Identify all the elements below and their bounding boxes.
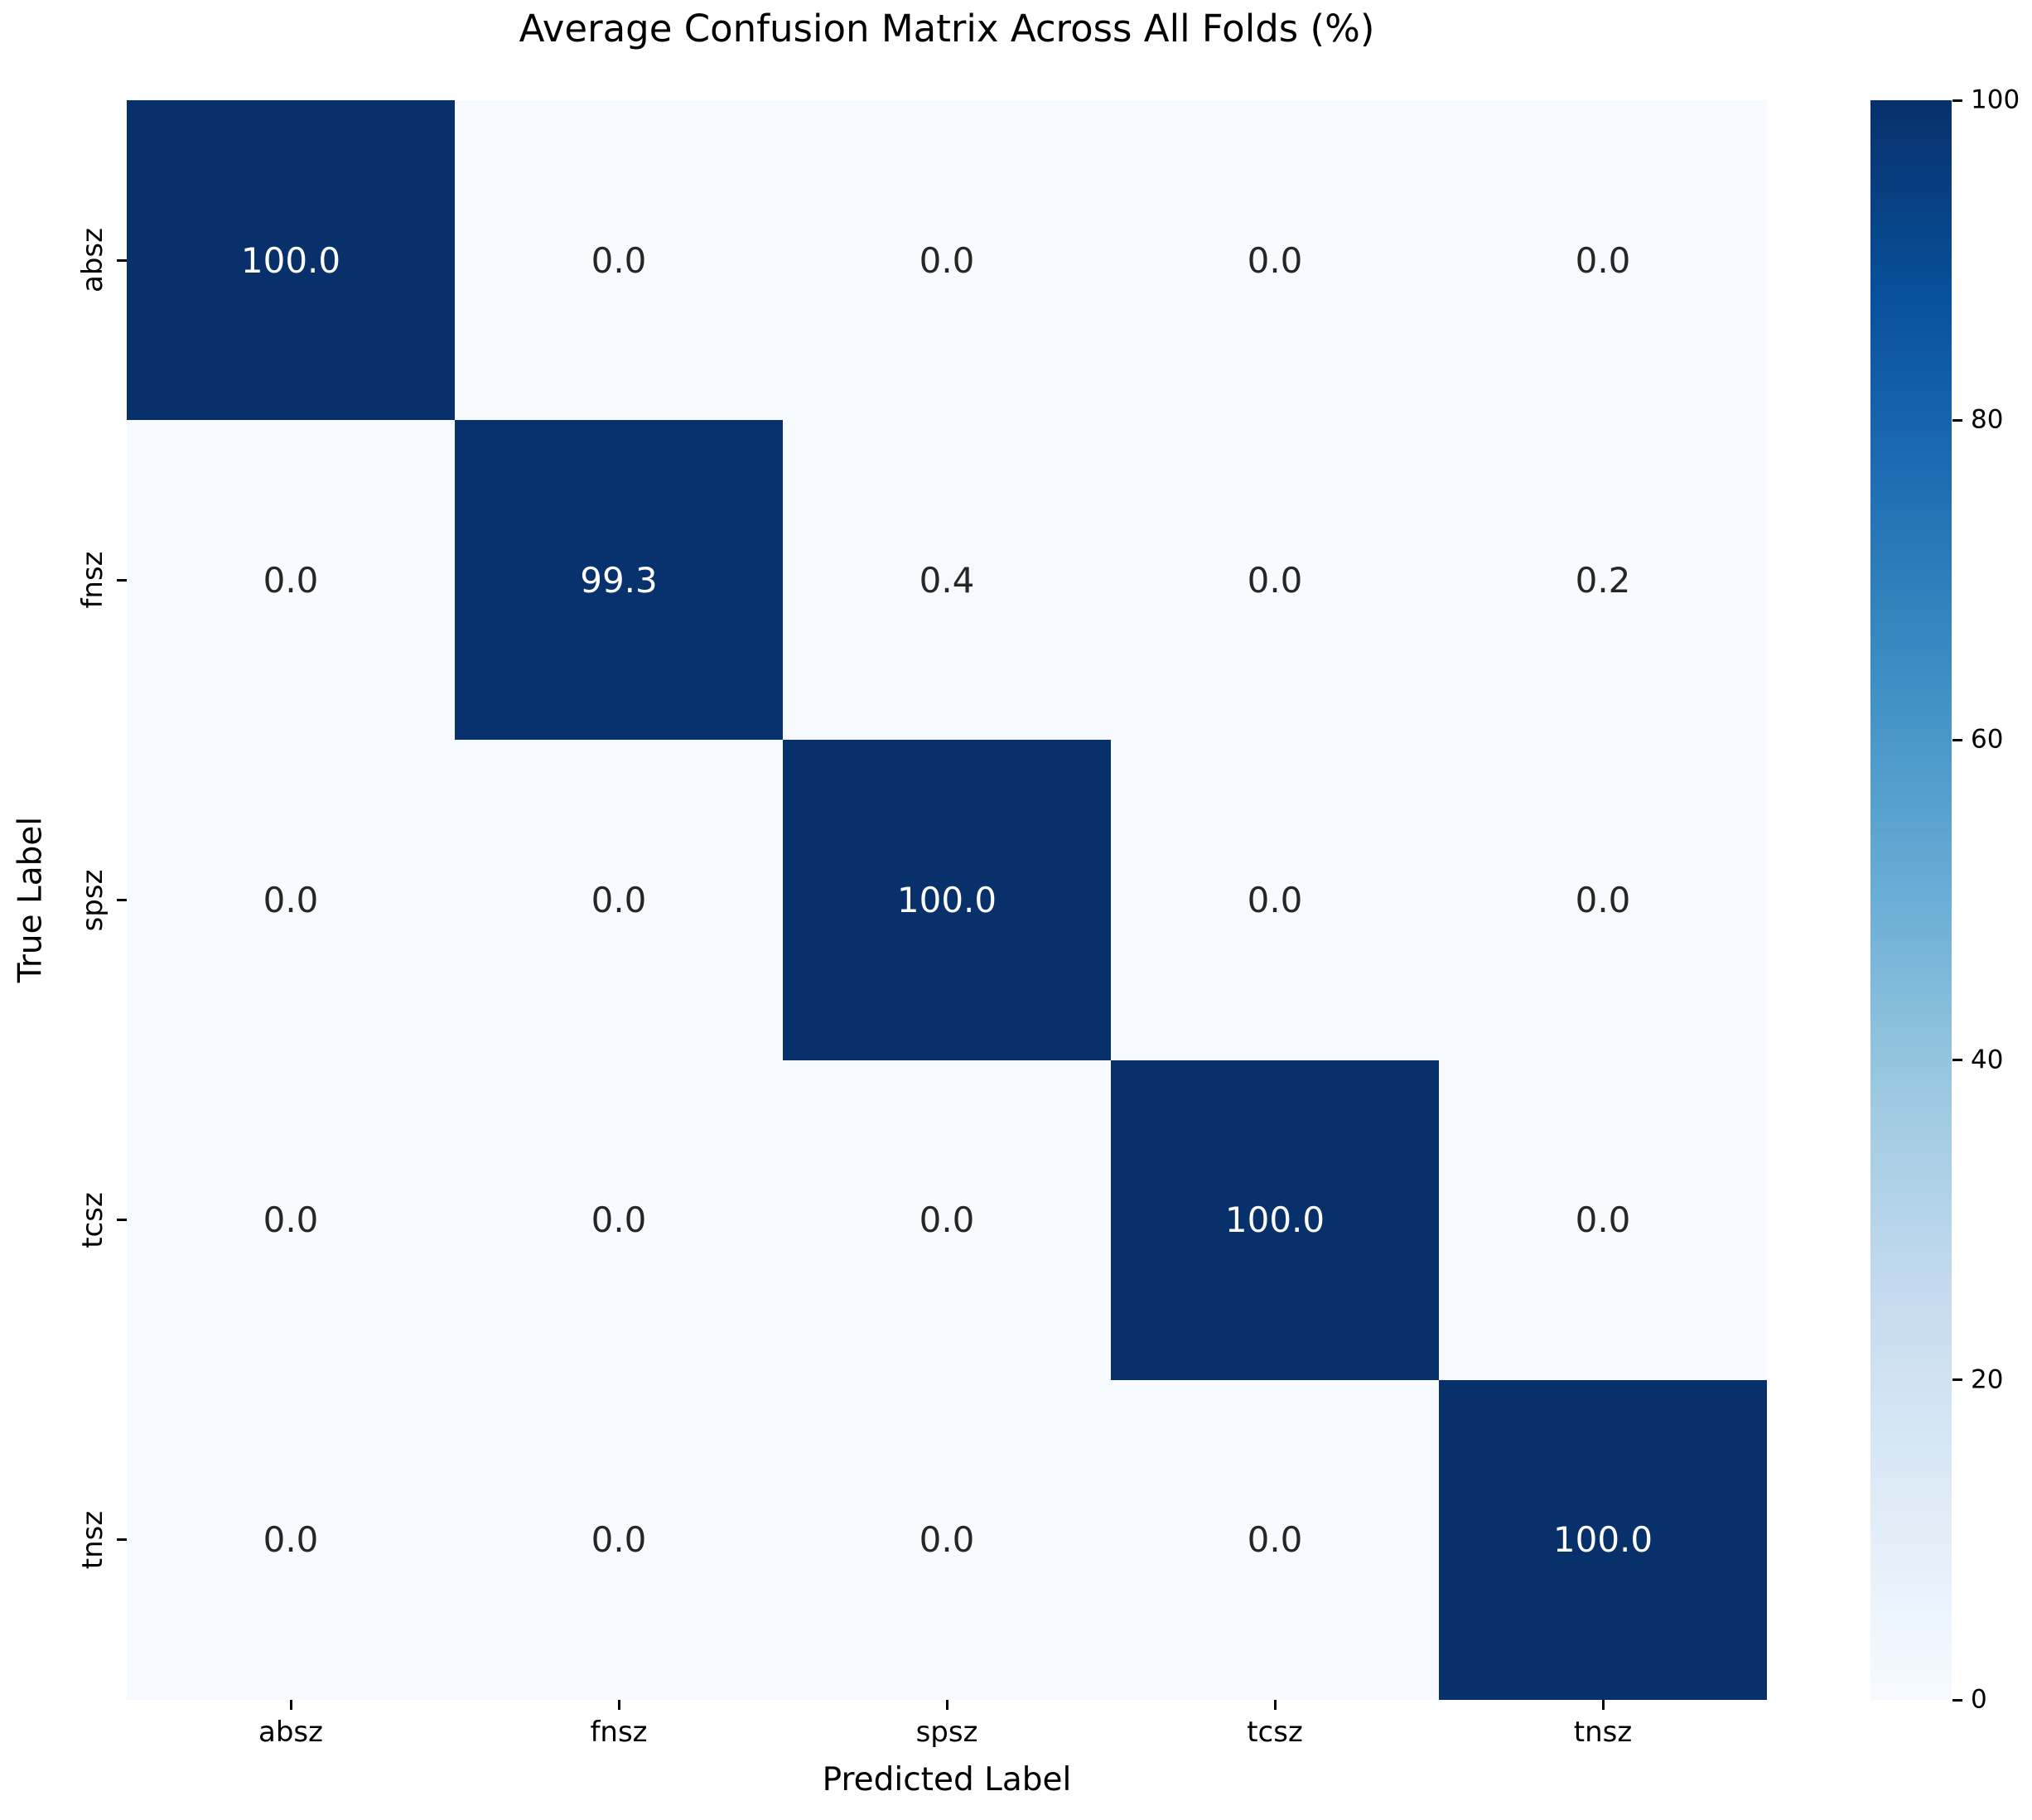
x-tick-label-fnsz: fnsz [590, 1716, 648, 1749]
y-tick-label-absz: absz [76, 228, 109, 293]
y-tick-tnsz [117, 1538, 127, 1542]
y-tick-fnsz [117, 578, 127, 582]
heatmap-grid: 100.0 0.0 0.0 0.0 0.0 0.0 99.3 0.4 0.0 0.2 0.0 0.0 1… [127, 100, 1767, 1700]
colorbar-tick-label-20: 20 [1971, 1364, 2004, 1395]
colorbar-tick-60 [1952, 738, 1962, 741]
heatmap-cell-fnsz-spsz: 0.4 [783, 420, 1111, 741]
y-tick-label-spsz: spsz [76, 869, 109, 931]
y-tick-label-tcsz: tcsz [76, 1191, 109, 1248]
x-tick-label-tcsz: tcsz [1247, 1716, 1303, 1749]
heatmap-cell-absz-tnsz: 0.0 [1439, 100, 1767, 421]
heatmap-cell-tnsz-spsz: 0.0 [783, 1379, 1111, 1700]
heatmap-cell-tnsz-tnsz: 100.0 [1439, 1379, 1767, 1700]
x-tick-fnsz [617, 1700, 620, 1710]
heatmap-cell-spsz-tcsz: 0.0 [1111, 740, 1439, 1060]
y-tick-tcsz [117, 1219, 127, 1222]
heatmap-cell-fnsz-tcsz: 0.0 [1111, 420, 1439, 741]
colorbar-tick-label-0: 0 [1971, 1684, 1987, 1715]
colorbar-tick-label-100: 100 [1971, 84, 2020, 115]
heatmap-cell-fnsz-absz: 0.0 [127, 420, 455, 741]
chart-title: Average Confusion Matrix Across All Fold… [519, 7, 1375, 51]
y-tick-label-fnsz: fnsz [76, 551, 109, 609]
colorbar-tick-label-80: 80 [1971, 404, 2004, 435]
x-tick-tnsz [1601, 1700, 1605, 1710]
heatmap-cell-tcsz-tcsz: 100.0 [1111, 1060, 1439, 1380]
colorbar-tick-20 [1952, 1378, 1962, 1382]
heatmap-cell-spsz-fnsz: 0.0 [455, 740, 783, 1060]
heatmap-cell-tnsz-absz: 0.0 [127, 1379, 455, 1700]
heatmap-cell-absz-tcsz: 0.0 [1111, 100, 1439, 421]
colorbar-tick-40 [1952, 1059, 1962, 1062]
y-axis-label: True Label [12, 816, 50, 983]
colorbar-tick-80 [1952, 418, 1962, 422]
x-tick-label-absz: absz [258, 1716, 323, 1749]
colorbar-tick-label-40: 40 [1971, 1045, 2004, 1075]
y-tick-absz [117, 258, 127, 262]
x-tick-label-tnsz: tnsz [1573, 1716, 1633, 1749]
heatmap-cell-spsz-tnsz: 0.0 [1439, 740, 1767, 1060]
y-tick-label-tnsz: tnsz [76, 1510, 109, 1570]
x-axis-label: Predicted Label [822, 1761, 1072, 1798]
colorbar-tick-label-60: 60 [1971, 724, 2004, 755]
heatmap-cell-absz-spsz: 0.0 [783, 100, 1111, 421]
colorbar-tick-0 [1952, 1698, 1962, 1702]
heatmap-cell-fnsz-tnsz: 0.2 [1439, 420, 1767, 741]
heatmap-cell-absz-absz: 100.0 [127, 100, 455, 421]
heatmap-cell-tcsz-absz: 0.0 [127, 1060, 455, 1380]
heatmap-cell-absz-fnsz: 0.0 [455, 100, 783, 421]
x-tick-label-spsz: spsz [915, 1716, 978, 1749]
heatmap-cell-spsz-absz: 0.0 [127, 740, 455, 1060]
heatmap-cell-tcsz-tnsz: 0.0 [1439, 1060, 1767, 1380]
colorbar-tick-100 [1952, 99, 1962, 102]
heatmap-cell-fnsz-fnsz: 99.3 [455, 420, 783, 741]
heatmap-cell-tcsz-spsz: 0.0 [783, 1060, 1111, 1380]
x-tick-absz [289, 1700, 292, 1710]
heatmap-cell-tcsz-fnsz: 0.0 [455, 1060, 783, 1380]
heatmap-cell-tnsz-tcsz: 0.0 [1111, 1379, 1439, 1700]
y-tick-spsz [117, 899, 127, 901]
heatmap-cell-spsz-spsz: 100.0 [783, 740, 1111, 1060]
x-tick-spsz [945, 1700, 948, 1710]
colorbar [1870, 100, 1952, 1700]
heatmap-cell-tnsz-fnsz: 0.0 [455, 1379, 783, 1700]
x-tick-tcsz [1273, 1700, 1277, 1710]
